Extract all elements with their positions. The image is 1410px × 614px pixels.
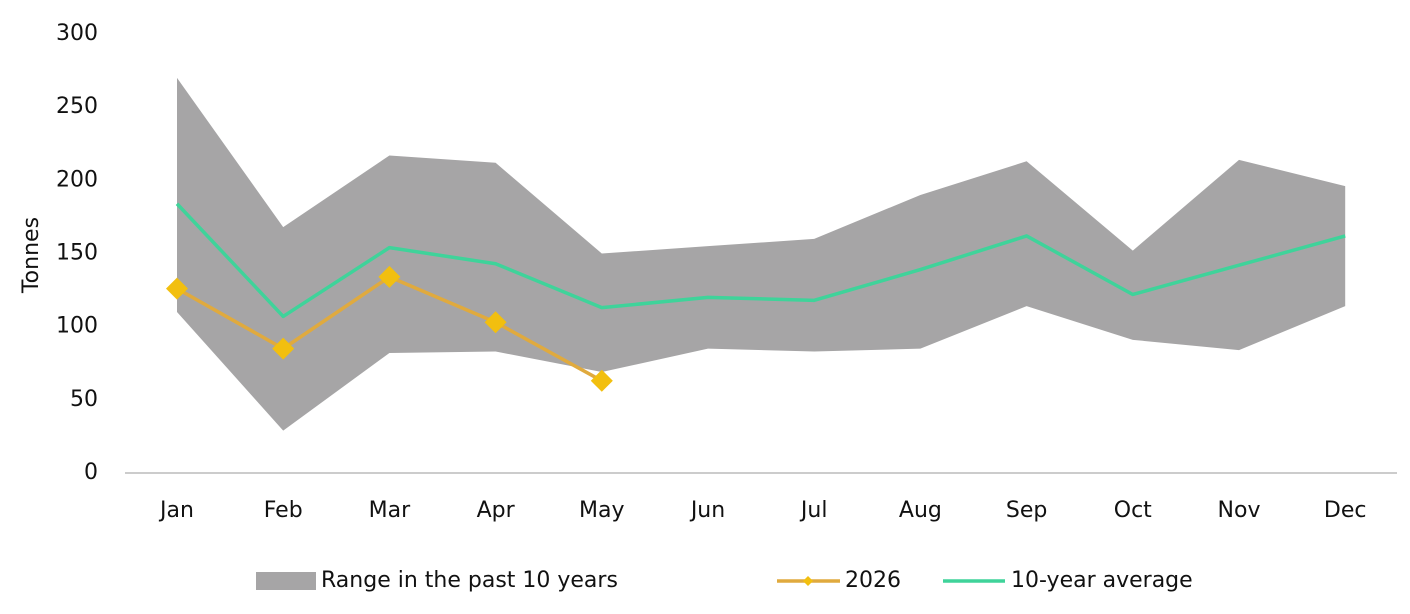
marker xyxy=(590,369,613,392)
y-tick-label: 200 xyxy=(56,167,98,192)
y-tick-label: 150 xyxy=(56,241,98,266)
y-tick-label: 50 xyxy=(70,387,98,412)
x-tick-label: Apr xyxy=(477,498,516,523)
x-tick-label: Dec xyxy=(1324,498,1367,523)
legend-swatch xyxy=(803,576,813,586)
legend-label: Range in the past 10 years xyxy=(321,568,618,593)
y-axis-label: Tonnes xyxy=(19,217,44,294)
x-tick-label: May xyxy=(579,498,624,523)
x-tick-label: Mar xyxy=(369,498,411,523)
marker xyxy=(378,265,401,288)
legend-swatch xyxy=(256,572,316,590)
x-tick-label: Oct xyxy=(1114,498,1152,523)
x-tick-label: Sep xyxy=(1006,498,1047,523)
x-tick-label: Nov xyxy=(1218,498,1261,523)
marker xyxy=(272,337,295,360)
x-tick-label: Aug xyxy=(899,498,942,523)
line-average xyxy=(175,202,1346,319)
marker xyxy=(166,277,188,300)
legend-label: 10-year average xyxy=(1011,568,1193,593)
x-tick-label: Jun xyxy=(689,498,725,523)
y-tick-label: 300 xyxy=(56,21,98,46)
x-tick-label: Jul xyxy=(799,498,828,523)
marker xyxy=(484,311,507,334)
legend-label: 2026 xyxy=(845,568,901,593)
y-tick-label: 0 xyxy=(84,460,98,485)
x-tick-label: Jan xyxy=(158,498,194,523)
y-tick-label: 100 xyxy=(56,314,98,339)
y-tick-label: 250 xyxy=(56,94,98,119)
x-tick-label: Feb xyxy=(264,498,303,523)
range-area xyxy=(177,77,1346,431)
